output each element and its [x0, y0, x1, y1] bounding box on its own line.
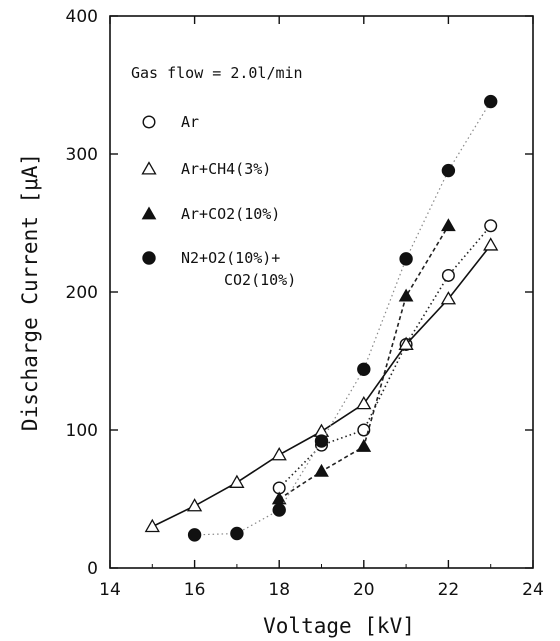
series-4-group: [187, 94, 498, 542]
x-tick-label: 20: [353, 580, 375, 600]
series-4-point: [484, 94, 498, 109]
x-tick-label: 18: [268, 580, 290, 600]
series-2-point: [356, 395, 372, 410]
x-tick-label: 16: [184, 580, 206, 600]
legend-label-3: Ar+CO2(10%): [181, 205, 280, 223]
series-1-point: [357, 423, 371, 437]
series-3-line: [278, 225, 450, 500]
legend: Ar Ar+CH4(3%) Ar+CO2(10%) N2+O2(10%)+ CO2(10…: [141, 113, 296, 289]
plot-frame: [109, 15, 534, 569]
series-2-point: [440, 291, 457, 305]
x-tick-label: 14: [99, 580, 121, 600]
series-1-group: [272, 219, 498, 495]
legend-label-1: Ar: [181, 113, 199, 131]
series-3-point: [356, 439, 372, 452]
series-4-point: [314, 434, 329, 448]
series-group: [144, 94, 499, 542]
series-4-point: [357, 362, 371, 376]
series-1-line: [278, 225, 492, 489]
series-2-point: [144, 518, 160, 533]
series-3-point: [314, 463, 329, 477]
y-tick-label: 100: [66, 421, 98, 441]
legend-label-2: Ar+CH4(3%): [181, 160, 271, 178]
series-2-line: [151, 244, 492, 528]
series-2-point: [186, 498, 203, 512]
series-2-group: [144, 237, 499, 533]
legend-marker-1: [142, 115, 156, 129]
legend-label-4: N2+O2(10%)+: [181, 249, 280, 267]
legend-label-4: CO2(10%): [224, 271, 296, 289]
x-tick-label: 24: [522, 580, 544, 600]
legend-marker-2: [141, 161, 157, 175]
y-tick-label: 0: [87, 559, 98, 579]
series-1-point: [441, 268, 455, 282]
gas-flow-annotation: Gas flow = 2.0l/min: [131, 64, 303, 82]
series-3-point: [398, 288, 414, 302]
y-axis-title: Discharge Current [μA]: [18, 153, 42, 431]
plot-frame-group: [109, 15, 534, 569]
series-2-point: [229, 474, 245, 488]
series-2-point: [398, 336, 414, 350]
x-tick-label: 22: [438, 580, 460, 600]
series-4-point: [187, 528, 202, 542]
series-1-point: [484, 219, 498, 233]
legend-marker-3: [141, 206, 157, 220]
series-4-point: [230, 526, 244, 541]
y-tick-label: 200: [66, 283, 98, 303]
x-axis-title: Voltage [kV]: [263, 614, 415, 638]
series-4-line: [194, 101, 492, 536]
y-tick-label: 400: [66, 7, 98, 27]
series-2-point: [271, 447, 287, 461]
axis-ticks-group: 14 16 18 20 22 24 0 100 200 300 400: [66, 7, 544, 600]
series-3-point: [441, 218, 456, 232]
series-4-point: [441, 163, 456, 178]
series-4-point: [399, 252, 413, 266]
series-2-point: [483, 237, 499, 251]
series-4-point: [272, 503, 286, 517]
series-3-group: [271, 218, 456, 505]
y-tick-label: 300: [66, 145, 98, 165]
legend-marker-4: [142, 251, 156, 265]
